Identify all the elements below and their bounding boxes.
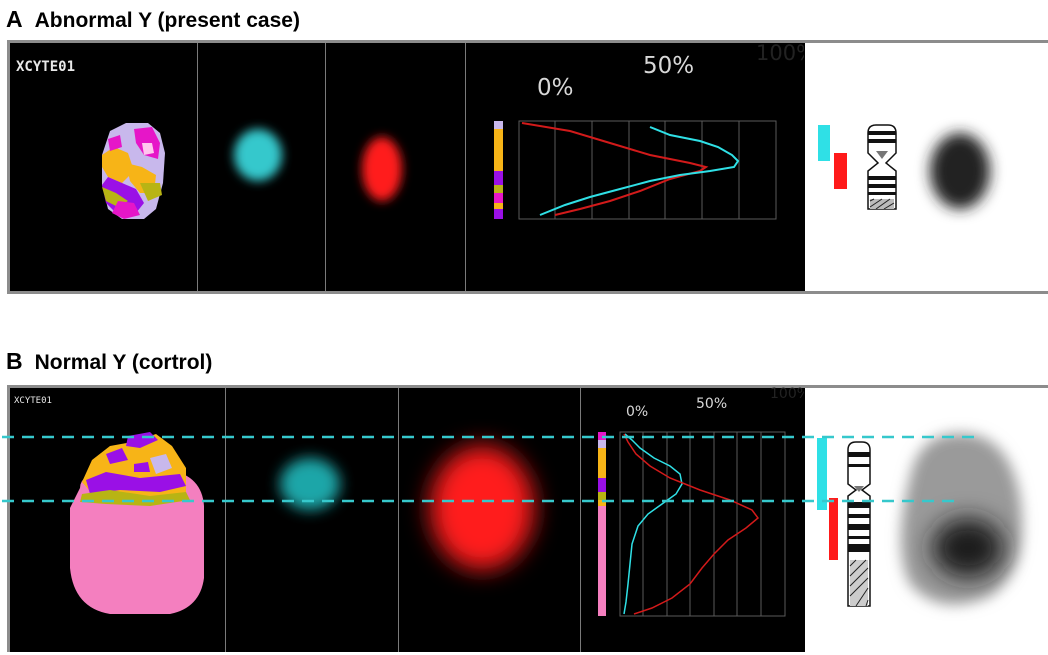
panel-b-strip: XCYTE01 0% 50% 100% xyxy=(7,385,1048,652)
panel-b-cyan-signal xyxy=(280,458,340,510)
panel-a-profile-red xyxy=(521,122,709,216)
panel-b-letter: B xyxy=(6,348,23,374)
panel-b-red-bar xyxy=(829,498,838,560)
panel-b-title: B Normal Y (cortrol) xyxy=(6,348,212,375)
panel-b-dapi-signal xyxy=(901,433,1022,605)
panel-b-label-0: 0% xyxy=(626,404,649,420)
panel-b-red-signal xyxy=(430,446,534,570)
panel-a-y-ideogram xyxy=(867,124,897,210)
panel-a-graphics xyxy=(102,120,990,220)
panel-a-title: A Abnormal Y (present case) xyxy=(6,6,300,33)
panel-a-mfish-chromosome xyxy=(102,123,165,219)
panel-b-profile-cyan xyxy=(623,433,683,615)
panel-a-divider-3 xyxy=(465,43,466,291)
panel-a-label-100: 100% xyxy=(756,41,804,65)
panel-b-graphics xyxy=(70,431,1022,617)
panel-b-divider-3 xyxy=(580,388,581,652)
panel-a-letter: A xyxy=(6,6,23,32)
panel-a-label-0: 0% xyxy=(537,75,574,101)
panel-a-red-bar xyxy=(834,153,847,189)
panel-b-profile-grid xyxy=(619,431,786,617)
panel-a-dapi-signal xyxy=(930,133,990,209)
panel-b-code-label: XCYTE01 xyxy=(14,396,52,406)
panel-b-profile-red xyxy=(623,433,760,615)
panel-a-red-signal xyxy=(362,137,402,201)
panel-a-divider-1 xyxy=(197,43,198,291)
panel-b-label-100: 100% xyxy=(770,386,804,402)
panel-a-divider-2 xyxy=(325,43,326,291)
panel-b-title-text: Normal Y (cortrol) xyxy=(34,351,213,374)
panel-b-divider-2 xyxy=(398,388,399,652)
panel-a-color-band-bar xyxy=(494,121,503,219)
panel-b-divider-1 xyxy=(225,388,226,652)
panel-a-title-text: Abnormal Y (present case) xyxy=(34,9,300,32)
panel-b-mfish-chromosome xyxy=(70,432,204,614)
panel-a-cyan-signal xyxy=(234,129,282,181)
panel-a-profile-grid xyxy=(518,120,777,220)
panel-b-y-ideogram xyxy=(847,441,871,607)
panel-b-cyan-bar xyxy=(817,438,827,510)
panel-a-label-50: 50% xyxy=(643,53,695,79)
panel-a-code-label: XCYTE01 xyxy=(16,59,76,75)
panel-a-profile-cyan xyxy=(539,126,740,216)
panel-a-cyan-bar xyxy=(818,125,830,161)
panel-a-strip: XCYTE01 0% 50% 100% xyxy=(7,40,1048,294)
panel-b-label-50: 50% xyxy=(696,396,728,412)
panel-b-color-band-bar xyxy=(598,432,606,616)
